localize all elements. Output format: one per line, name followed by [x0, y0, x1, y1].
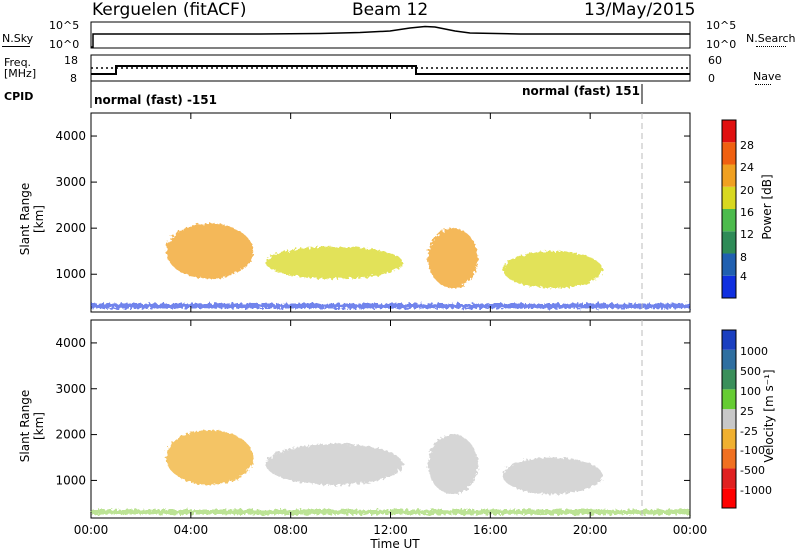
beam-title: Beam 12: [352, 0, 429, 20]
nsky-tick-low: 10^0: [49, 38, 80, 51]
nsky-label: N.Sky: [2, 32, 34, 45]
freq-tick-low: 8: [70, 72, 77, 85]
velocity-ylabel: Slant Range [km]: [18, 389, 46, 463]
freq-unit-label: [MHz]: [4, 67, 37, 80]
colorbar-segment: [722, 330, 736, 350]
xlabel: Time UT: [370, 537, 420, 551]
y-tick-label: 3000: [55, 382, 86, 396]
colorbar-frame: [721, 329, 737, 509]
power-cb-tick: 4: [740, 270, 747, 283]
velocity-cb-tick: -500: [740, 464, 765, 477]
data-region: [502, 457, 603, 495]
x-tick-label: 20:00: [573, 523, 608, 537]
cpid-segment-2: normal (fast) 151: [522, 84, 640, 98]
power-panel: 1000 2000 3000 4000: [55, 112, 691, 313]
nsearch-dotted: [756, 46, 786, 47]
colorbar-segment: [722, 275, 736, 298]
x-tick-label: 00:00: [74, 523, 109, 537]
nave-tick-high: 60: [708, 54, 722, 67]
x-tick-label: 08:00: [273, 523, 308, 537]
colorbar-segment: [722, 409, 736, 429]
cpid-label: CPID: [4, 90, 34, 103]
y-tick-label: 2000: [55, 221, 86, 235]
nsky-trace: [91, 25, 690, 48]
colorbar-segment: [722, 209, 736, 232]
freq-label: Freq.: [4, 56, 32, 69]
colorbar-segment: [722, 369, 736, 390]
velocity-cb-tick: 100: [740, 385, 761, 398]
data-region: [265, 443, 403, 485]
chart-header: Kerguelen (fitACF) Beam 12 13/May/2015: [0, 0, 800, 22]
colorbar-segment: [722, 186, 736, 209]
power-colorbar-label: Power [dB]: [760, 174, 774, 240]
y-tick-label: 1000: [55, 267, 86, 281]
data-region: [165, 430, 254, 485]
colorbar-segment: [722, 488, 736, 508]
velocity-cb-tick: -1000: [740, 484, 772, 497]
cpid-segment-1: normal (fast) -151: [94, 93, 217, 107]
velocity-cb-tick: 1000: [740, 345, 768, 358]
colorbar-segment: [722, 389, 736, 410]
x-tick-label: 00:00: [673, 523, 708, 537]
nsky-tick-high: 10^5: [49, 19, 80, 32]
power-cb-tick: 28: [740, 139, 754, 152]
nave-dotted: [755, 84, 771, 85]
velocity-cb-tick: -25: [740, 425, 758, 438]
near-range-band: [91, 303, 690, 309]
velocity-plot-area: [90, 319, 691, 519]
y-tick-label: 1000: [55, 473, 86, 487]
x-tick-label: 16:00: [473, 523, 508, 537]
freq-tick-high: 18: [64, 54, 78, 67]
velocity-cb-tick: -100: [740, 444, 765, 457]
colorbar-segment: [722, 142, 736, 165]
nave-label: Nave: [753, 70, 782, 83]
power-cb-tick: 16: [740, 206, 754, 219]
x-tick-label: 04:00: [174, 523, 209, 537]
velocity-colorbar: [721, 329, 737, 509]
power-plot-area: [90, 112, 691, 313]
data-region: [165, 223, 254, 279]
colorbar-segment: [722, 448, 736, 469]
nsearch-tick-high: 10^5: [706, 19, 737, 32]
date-title: 13/May/2015: [584, 0, 696, 20]
colorbar-segment: [722, 164, 736, 187]
power-cb-tick: 20: [740, 184, 754, 197]
colorbar-segment: [722, 468, 736, 489]
power-cb-tick: 24: [740, 161, 754, 174]
colorbar-segment: [722, 349, 736, 370]
data-region: [502, 251, 603, 289]
colorbar-segment: [722, 253, 736, 276]
velocity-cb-tick: 500: [740, 365, 761, 378]
y-tick-label: 3000: [55, 175, 86, 189]
nsearch-label: N.Search: [746, 32, 796, 45]
power-ylabel: Slant Range [km]: [18, 182, 46, 256]
velocity-cb-tick: 25: [740, 405, 754, 418]
x-tick-label: 12:00: [373, 523, 408, 537]
colorbar-segment: [722, 231, 736, 254]
freq-trace: [91, 65, 690, 75]
colorbar-segment: [722, 428, 736, 449]
colorbar-segment: [722, 120, 736, 143]
y-tick-label: 4000: [55, 129, 86, 143]
nsky-panel-frame: [90, 21, 691, 49]
power-colorbar: [721, 119, 737, 299]
data-region: [265, 246, 403, 279]
nsearch-tick-low: 10^0: [706, 38, 737, 51]
y-tick-label: 2000: [55, 428, 86, 442]
colorbar-frame: [721, 119, 737, 299]
velocity-panel: 1000 2000 3000 4000: [55, 319, 691, 519]
nsky-underline: [2, 46, 30, 47]
data-region: [427, 228, 478, 289]
power-cb-tick: 8: [740, 251, 747, 264]
nave-tick-low: 0: [708, 72, 715, 85]
station-title: Kerguelen (fitACF): [92, 0, 247, 20]
y-tick-label: 4000: [55, 336, 86, 350]
data-region: [427, 434, 478, 495]
power-cb-tick: 12: [740, 228, 754, 241]
freq-panel-frame: [90, 54, 691, 82]
